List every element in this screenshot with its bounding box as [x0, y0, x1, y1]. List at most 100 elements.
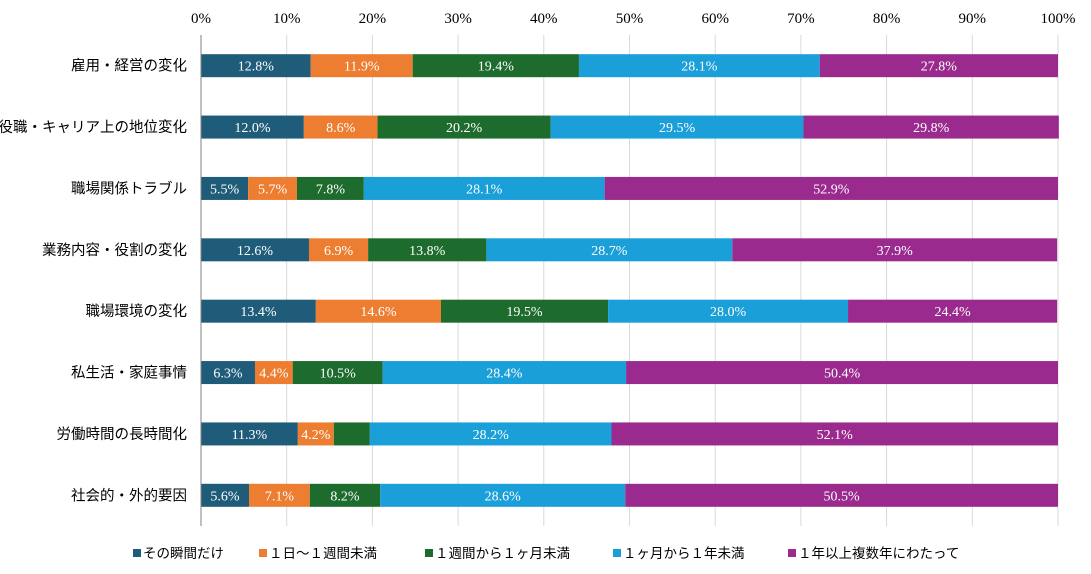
data-label: 52.9%	[813, 182, 850, 197]
bar-segment	[333, 422, 370, 446]
data-label: 5.6%	[210, 489, 240, 504]
bar-segment	[297, 422, 334, 446]
data-label: 28.1%	[681, 60, 718, 75]
legend-swatch	[133, 549, 141, 557]
data-label: 29.5%	[659, 121, 696, 136]
data-label: 6.9%	[324, 244, 354, 259]
x-tick-label: 100%	[1041, 11, 1076, 27]
bar-segment	[315, 299, 441, 323]
data-label: 19.5%	[506, 305, 543, 320]
data-label: 13.8%	[409, 244, 446, 259]
bar-segment	[201, 483, 249, 507]
y-axis-categories: 雇用・経営の変化役職・キャリア上の地位変化職場関係トラブル業務内容・役割の変化職…	[0, 58, 187, 505]
x-tick-label: 50%	[616, 11, 644, 27]
bar-segment	[803, 115, 1059, 139]
bar-segment	[201, 422, 298, 446]
data-label: 52.1%	[817, 428, 854, 443]
bar-segment	[578, 54, 820, 78]
legend-label: １ヶ月から１年未満	[623, 546, 745, 562]
data-label: 5.5%	[210, 182, 240, 197]
data-label: 37.9%	[877, 244, 914, 259]
x-tick-label: 30%	[444, 11, 472, 27]
category-label: 職場環境の変化	[86, 302, 188, 320]
bar-segment	[732, 238, 1058, 262]
data-label: 12.0%	[234, 121, 271, 136]
bar-segment	[604, 176, 1058, 200]
legend-label: その瞬間だけ	[143, 546, 224, 562]
data-label: 4.4%	[259, 367, 289, 382]
x-tick-label: 70%	[787, 11, 815, 27]
data-label: 50.4%	[824, 367, 861, 382]
bar-segment	[254, 361, 293, 385]
data-label: 28.4%	[486, 367, 523, 382]
data-label: 7.8%	[316, 182, 346, 197]
x-tick-label: 20%	[359, 11, 387, 27]
bar-segment	[369, 422, 612, 446]
bar-segment	[201, 361, 255, 385]
data-label: 28.2%	[473, 428, 510, 443]
category-label: 職場関係トラブル	[71, 179, 187, 197]
bar-segment	[201, 176, 249, 200]
bar-segment	[626, 361, 1058, 385]
bar-segment	[201, 238, 309, 262]
legend-label: １週間から１ヶ月未満	[435, 546, 570, 562]
x-tick-label: 40%	[530, 11, 558, 27]
category-label: 私生活・家庭事情	[71, 365, 187, 382]
bar-segment	[848, 299, 1058, 323]
bar-segment	[819, 54, 1058, 78]
bar-segment	[248, 483, 310, 507]
data-label: 8.2%	[330, 489, 360, 504]
category-label: 労働時間の長時間化	[57, 426, 188, 443]
bar-segment	[380, 483, 626, 507]
bar-segment	[550, 115, 804, 139]
data-label: 4.2%	[301, 428, 331, 443]
data-label: 28.6%	[485, 489, 522, 504]
bar-segment	[611, 422, 1058, 446]
data-label: 10.5%	[320, 367, 357, 382]
bar-segment	[308, 238, 369, 262]
legend-swatch	[425, 549, 433, 557]
data-label: 5.7%	[258, 182, 288, 197]
data-label: 11.9%	[344, 60, 380, 75]
data-label: 13.4%	[240, 305, 277, 320]
bar-segment	[309, 483, 381, 507]
x-tick-label: 60%	[701, 11, 729, 27]
bar-segment	[382, 361, 627, 385]
data-label: 11.3%	[232, 428, 268, 443]
x-tick-label: 80%	[873, 11, 901, 27]
data-label: 6.3%	[213, 367, 243, 382]
x-tick-label: 0%	[191, 11, 211, 27]
data-label: 19.4%	[478, 60, 515, 75]
data-label: 12.8%	[238, 60, 275, 75]
legend-swatch	[788, 549, 796, 557]
bar-segment	[248, 176, 297, 200]
bar-segment	[201, 299, 316, 323]
bar-segment	[201, 54, 311, 78]
data-label: 50.5%	[824, 489, 861, 504]
data-label: 20.2%	[446, 121, 483, 136]
bar-segment	[625, 483, 1058, 507]
bar-segment	[310, 54, 413, 78]
bar-segment	[608, 299, 849, 323]
gridlines	[286, 35, 1059, 526]
bar-segment	[412, 54, 579, 78]
legend-label: １年以上複数年にわたって	[798, 545, 959, 562]
data-label: 14.6%	[360, 305, 397, 320]
data-label: 28.0%	[710, 305, 747, 320]
data-labels: 12.8% 11.9% 19.4% 28.1% 27.8% 12.0% 8.6% 20.2% 2…	[210, 60, 971, 505]
legend-swatch	[259, 549, 267, 557]
bar-segment	[303, 115, 378, 139]
data-label: 8.6%	[326, 121, 356, 136]
bar-segment	[296, 176, 364, 200]
data-label: 12.6%	[237, 244, 274, 259]
bar-segment	[292, 361, 383, 385]
category-label: 業務内容・役割の変化	[42, 242, 187, 259]
bar-segment	[368, 238, 487, 262]
data-label: 28.1%	[466, 182, 503, 197]
data-label: 24.4%	[935, 305, 972, 320]
bar-segment	[377, 115, 551, 139]
category-label: 社会的・外的要因	[71, 487, 187, 504]
x-tick-label: 10%	[273, 11, 301, 27]
bar-segment	[486, 238, 733, 262]
